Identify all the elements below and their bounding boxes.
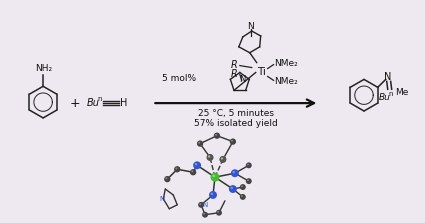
Circle shape [217, 211, 219, 213]
Text: N: N [384, 72, 391, 83]
Text: N: N [160, 196, 165, 202]
Text: Me: Me [395, 88, 408, 97]
Text: N: N [202, 202, 208, 208]
Circle shape [210, 173, 219, 182]
Text: Bu: Bu [87, 98, 100, 108]
Circle shape [193, 161, 201, 169]
Circle shape [231, 169, 239, 177]
Circle shape [211, 193, 213, 195]
Circle shape [221, 157, 223, 159]
Circle shape [241, 195, 243, 197]
Text: 5 mol%: 5 mol% [162, 74, 196, 83]
Circle shape [197, 140, 203, 147]
Circle shape [195, 163, 197, 165]
Circle shape [246, 162, 252, 168]
Circle shape [214, 132, 220, 139]
Text: +: + [70, 97, 80, 110]
Circle shape [190, 169, 196, 176]
Circle shape [229, 185, 237, 193]
Text: n: n [389, 91, 393, 97]
Circle shape [241, 185, 243, 187]
Circle shape [199, 203, 201, 205]
Circle shape [198, 202, 204, 208]
Circle shape [232, 171, 235, 173]
Text: n: n [98, 96, 102, 102]
Circle shape [209, 191, 217, 199]
Circle shape [176, 167, 177, 169]
Text: 57% isolated yield: 57% isolated yield [194, 119, 278, 128]
Circle shape [240, 184, 246, 190]
Circle shape [174, 166, 180, 172]
Circle shape [216, 210, 222, 216]
Circle shape [215, 134, 217, 136]
Text: N: N [240, 75, 246, 84]
Circle shape [198, 142, 200, 144]
Circle shape [165, 177, 167, 179]
Circle shape [240, 194, 246, 200]
Circle shape [247, 163, 249, 165]
Circle shape [231, 140, 233, 142]
Circle shape [202, 212, 208, 218]
Text: R: R [230, 70, 237, 79]
Circle shape [207, 154, 213, 161]
Circle shape [191, 170, 193, 172]
Text: NMe₂: NMe₂ [275, 59, 298, 68]
Text: Ti: Ti [257, 68, 266, 77]
Circle shape [246, 178, 252, 184]
Text: H: H [119, 98, 127, 108]
Circle shape [212, 175, 215, 177]
Circle shape [230, 187, 233, 189]
Circle shape [219, 156, 227, 163]
Circle shape [220, 156, 226, 163]
Circle shape [203, 213, 205, 215]
Text: 25 °C, 5 minutes: 25 °C, 5 minutes [198, 109, 274, 118]
Circle shape [247, 179, 249, 181]
Circle shape [207, 154, 213, 161]
Circle shape [164, 176, 170, 182]
Text: Bu: Bu [379, 93, 391, 102]
Circle shape [208, 155, 210, 157]
Text: NH₂: NH₂ [36, 64, 53, 74]
Text: NMe₂: NMe₂ [275, 77, 298, 86]
Text: R: R [230, 60, 237, 70]
Circle shape [221, 157, 223, 159]
Circle shape [230, 138, 236, 145]
Text: N: N [247, 22, 254, 31]
Circle shape [208, 155, 210, 158]
